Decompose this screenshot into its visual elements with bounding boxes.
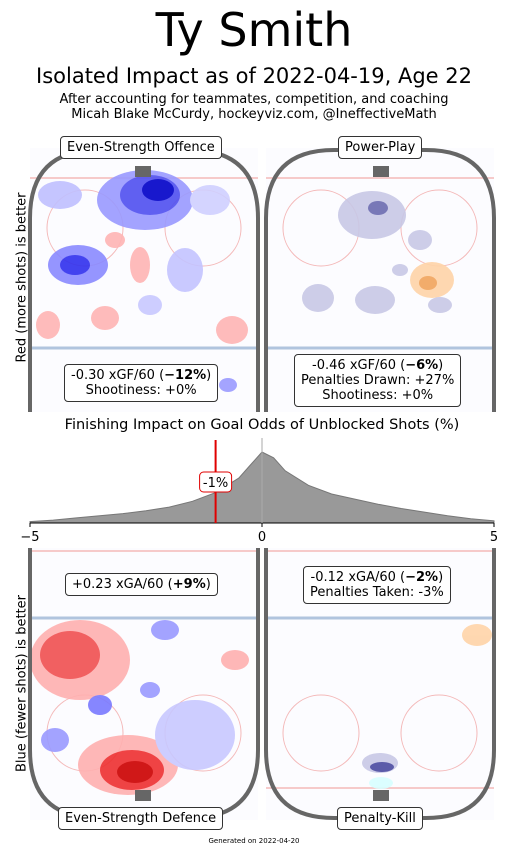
- offence-xgf60-pct: −12%: [164, 368, 207, 383]
- powerplay-xgf60: -0.46 xGF/60 (: [312, 358, 406, 373]
- penaltykill-xga60-pct: −2%: [405, 570, 439, 585]
- defence-net: [135, 790, 151, 801]
- penaltykill-heat-blobs: [362, 624, 492, 789]
- defence-heat-blobs: [30, 620, 249, 795]
- powerplay-xgf60-pct: −6%: [405, 358, 439, 373]
- byline-credit: Micah Blake McCurdy, hockeyviz.com, @Ine…: [71, 107, 437, 122]
- powerplay-panel-label: Power-Play: [338, 136, 423, 159]
- powerplay-heat-blobs: [302, 191, 454, 314]
- defence-panel-label: Even-Strength Defence: [58, 807, 224, 830]
- finishing-density-chart: −5 0 5 -1%: [20, 438, 498, 545]
- page-title: Ty Smith: [155, 3, 353, 57]
- density-tick-label: 0: [258, 530, 266, 545]
- finishing-marker-box: [199, 471, 233, 493]
- offence-shootiness: Shootiness: +0%: [85, 383, 197, 398]
- defence-xga60: +0.23 xGA/60 (: [72, 577, 173, 592]
- density-chart-title: Finishing Impact on Goal Odds of Unblock…: [64, 417, 460, 433]
- generated-footer: Generated on 2022-04-20: [208, 837, 300, 845]
- powerplay-stats-box: -0.46 xGF/60 (−6%) Penalties Drawn: +27%…: [294, 354, 462, 407]
- offence-heat-blobs: [36, 170, 248, 392]
- penaltykill-xga60: -0.12 xGA/60 (: [310, 570, 406, 585]
- offence-panel-label: Even-Strength Offence: [60, 136, 222, 159]
- powerplay-shootiness: Shootiness: +0%: [322, 388, 434, 403]
- penaltykill-penalties-taken: Penalties Taken: -3%: [310, 585, 444, 600]
- density-tick-label: −5: [20, 530, 39, 545]
- penaltykill-net: [373, 790, 389, 801]
- offence-xgf60: -0.30 xGF/60 (: [71, 368, 165, 383]
- powerplay-net: [373, 166, 389, 177]
- finishing-marker-label: -1%: [203, 476, 228, 491]
- offence-net: [135, 166, 151, 177]
- byline-note: After accounting for teammates, competit…: [59, 92, 449, 107]
- page-subtitle: Isolated Impact as of 2022-04-19, Age 22: [36, 64, 472, 88]
- density-tick-label: 5: [490, 530, 498, 545]
- defence-xga60-pct: +9%: [172, 577, 206, 592]
- penaltykill-panel-label: Penalty-Kill: [337, 807, 423, 830]
- powerplay-penalties-drawn: Penalties Drawn: +27%: [301, 373, 455, 388]
- offence-stats-box: -0.30 xGF/60 (−12%) Shootiness: +0%: [64, 364, 219, 402]
- penaltykill-stats-box: -0.12 xGA/60 (−2%) Penalties Taken: -3%: [303, 566, 451, 604]
- defence-stats-box: +0.23 xGA/60 (+9%): [65, 573, 218, 596]
